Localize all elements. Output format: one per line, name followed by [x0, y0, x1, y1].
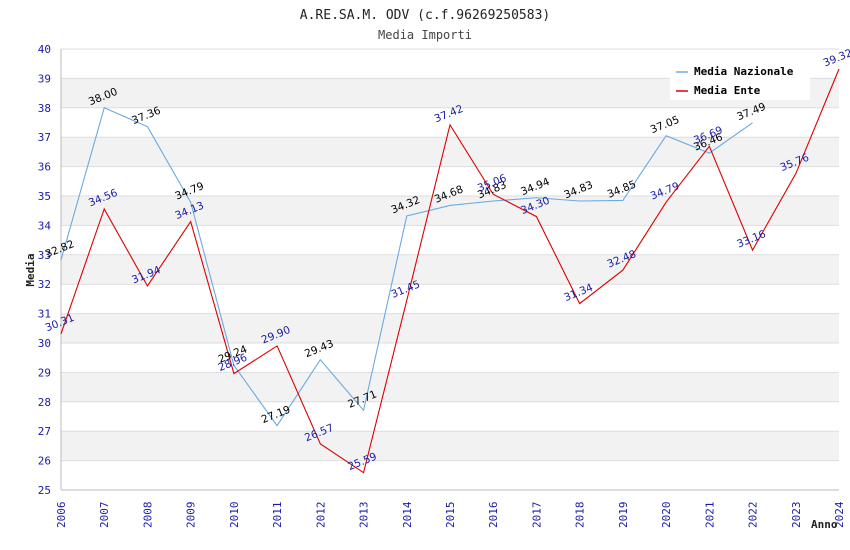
- x-tick-label: 2017: [530, 502, 543, 529]
- y-tick-label: 37: [38, 131, 51, 144]
- y-axis-label: Media: [24, 253, 37, 286]
- y-tick-label: 36: [38, 161, 51, 174]
- x-tick-label: 2023: [790, 502, 803, 529]
- y-tick-label: 29: [38, 366, 51, 379]
- y-tick-label: 34: [38, 219, 52, 232]
- x-tick-label: 2011: [271, 502, 284, 529]
- y-tick-label: 28: [38, 396, 51, 409]
- x-tick-label: 2014: [401, 501, 414, 528]
- data-label-nazionale: 27.19: [260, 404, 292, 426]
- axes: [60, 49, 839, 491]
- grid-band: [61, 313, 839, 343]
- x-tick-label: 2012: [314, 502, 327, 529]
- x-tick-label: 2020: [660, 502, 673, 529]
- y-tick-label: 35: [38, 190, 51, 203]
- legend: Media Nazionale Media Ente: [670, 60, 810, 100]
- x-tick-label: 2006: [55, 502, 68, 529]
- y-tick-labels: 25 26 27 28 29 30 31 32 33 34 35 36 37 38 39 40: [38, 43, 52, 497]
- grid-band: [61, 372, 839, 402]
- series-lines: [60, 68, 840, 474]
- y-tick-label: 38: [38, 102, 51, 115]
- x-tick-label: 2024: [833, 501, 846, 528]
- y-tick-label: 31: [38, 308, 51, 321]
- y-tick-label: 26: [38, 455, 51, 468]
- x-axis-label: Anno: [811, 518, 838, 531]
- x-tick-label: 2007: [98, 502, 111, 529]
- x-tick-label: 2021: [703, 502, 716, 529]
- series-line-ente: [60, 68, 840, 474]
- legend-label-nazionale: Media Nazionale: [694, 65, 794, 78]
- series-line-nazionale: [60, 107, 753, 427]
- grid-bands: [61, 78, 839, 461]
- x-tick-label: 2016: [487, 502, 500, 529]
- x-tick-label: 2019: [617, 502, 630, 529]
- y-tick-label: 40: [38, 43, 51, 56]
- x-tick-label: 2015: [444, 502, 457, 529]
- y-tick-label: 30: [38, 337, 51, 350]
- data-label-ente: 39.32: [822, 47, 850, 69]
- grid-band: [61, 196, 839, 226]
- legend-label-ente: Media Ente: [694, 84, 761, 97]
- chart-subtitle: Media Importi: [378, 28, 472, 42]
- y-tick-label: 27: [38, 425, 51, 438]
- legend-box: [670, 60, 810, 100]
- y-tick-label: 39: [38, 72, 51, 85]
- grid-band: [61, 254, 839, 285]
- y-tick-label: 25: [38, 484, 51, 497]
- grid-band: [61, 137, 839, 167]
- x-tick-label: 2022: [747, 502, 760, 529]
- x-tick-label: 2013: [358, 502, 371, 529]
- x-tick-label: 2009: [185, 502, 198, 529]
- y-tick-label: 32: [38, 278, 51, 291]
- x-tick-label: 2010: [228, 502, 241, 529]
- data-label-nazionale: 37.05: [649, 114, 681, 136]
- x-tick-label: 2008: [141, 502, 154, 529]
- grid-band: [61, 431, 839, 461]
- x-tick-label: 2018: [574, 502, 587, 529]
- y-tick-label: 33: [38, 249, 51, 262]
- chart-title: A.RE.SA.M. ODV (c.f.96269250583): [300, 8, 550, 23]
- x-tick-labels: 2006 2007 2008 2009 2010 2011 2012 2013 2014 2015…: [55, 501, 846, 528]
